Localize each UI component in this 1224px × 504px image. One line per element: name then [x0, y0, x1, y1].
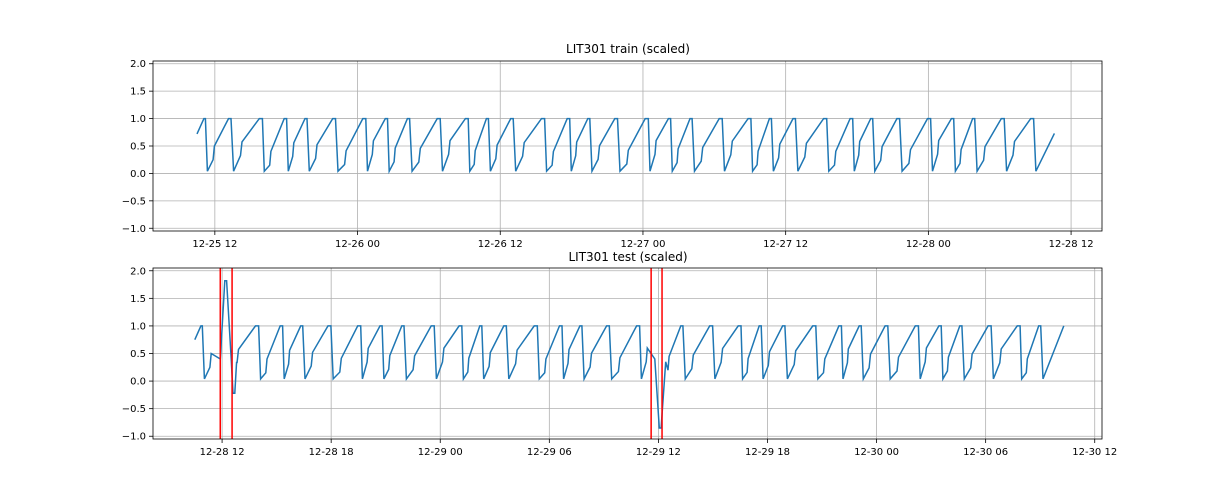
train-panel: LIT301 train (scaled) 2.0 1.5 1.0 0.5 0.0 −0.… [122, 42, 1103, 250]
x-tick-label: 12-27 00 [620, 239, 665, 250]
y-tick-label: 0.5 [130, 349, 146, 360]
x-tick-label: 12-30 00 [854, 447, 899, 458]
y-tick-label: −0.5 [122, 404, 146, 415]
y-tick-label: 0.0 [130, 169, 146, 180]
train-title: LIT301 train (scaled) [566, 42, 690, 56]
x-tick-label: 12-26 12 [478, 239, 523, 250]
test-x-axis: 12-28 12 12-28 18 12-29 00 12-29 06 12-29 12… [200, 439, 1117, 458]
train-series [196, 117, 1056, 175]
y-tick-label: −0.5 [122, 196, 146, 207]
test-y-axis: 2.0 1.5 1.0 0.5 0.0 −0.5 −1.0 [122, 266, 153, 443]
x-tick-label: 12-30 12 [1072, 447, 1117, 458]
test-title: LIT301 test (scaled) [568, 250, 687, 264]
y-tick-label: 1.5 [130, 87, 146, 98]
x-tick-label: 12-29 06 [527, 447, 572, 458]
x-tick-label: 12-28 12 [200, 447, 245, 458]
x-tick-label: 12-26 00 [335, 239, 380, 250]
y-tick-label: 0.0 [130, 377, 146, 388]
y-tick-label: 0.5 [130, 142, 146, 153]
x-tick-label: 12-29 18 [745, 447, 790, 458]
x-tick-label: 12-29 00 [418, 447, 463, 458]
x-tick-label: 12-29 12 [636, 447, 681, 458]
train-grid [153, 61, 1102, 231]
test-anomaly-markers [219, 268, 663, 439]
x-tick-label: 12-30 06 [963, 447, 1008, 458]
series-line [196, 117, 1056, 175]
y-tick-label: 1.5 [130, 294, 146, 305]
x-tick-label: 12-27 12 [763, 239, 808, 250]
test-grid [153, 268, 1102, 439]
series-line [194, 279, 1065, 429]
x-tick-label: 12-28 12 [1049, 239, 1094, 250]
y-tick-label: 1.0 [130, 321, 146, 332]
test-series [194, 279, 1065, 429]
x-tick-label: 12-25 12 [192, 239, 237, 250]
x-tick-label: 12-28 00 [906, 239, 951, 250]
test-panel: LIT301 test (scaled) 2.0 1.5 1.0 0.5 0.0 −0.5… [122, 250, 1118, 458]
y-tick-label: 1.0 [130, 114, 146, 125]
y-tick-label: 2.0 [130, 266, 146, 277]
train-y-axis: 2.0 1.5 1.0 0.5 0.0 −0.5 −1.0 [122, 59, 153, 235]
x-tick-label: 12-28 18 [309, 447, 354, 458]
train-x-axis: 12-25 12 12-26 00 12-26 12 12-27 00 12-27 12… [192, 231, 1094, 250]
y-tick-label: 2.0 [130, 59, 146, 70]
y-tick-label: −1.0 [122, 432, 146, 443]
y-tick-label: −1.0 [122, 224, 146, 235]
